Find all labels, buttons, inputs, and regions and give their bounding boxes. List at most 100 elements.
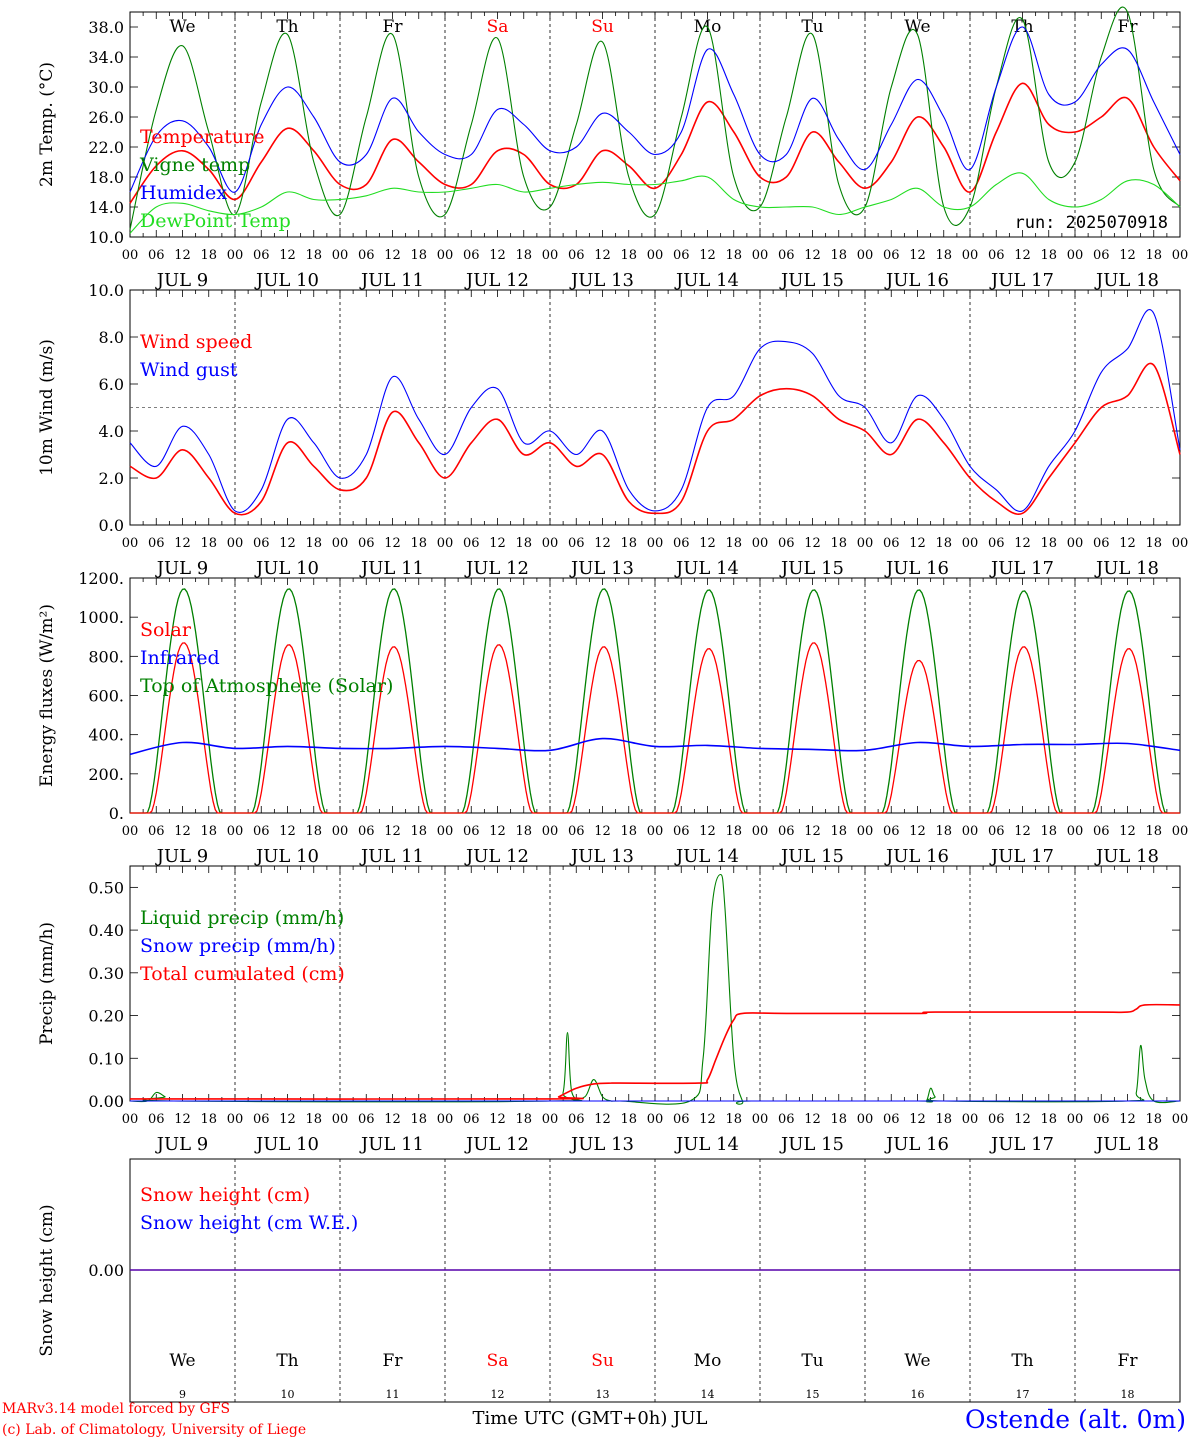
panel-precip: 0.00 0.10 0.20 0.30 0.40 0.50 Precip (mm/h) 00 0…: [37, 865, 1188, 1155]
y-tick-label: 1000.: [78, 608, 124, 627]
hour-label: 18: [620, 248, 637, 263]
series-group: [129, 309, 1181, 516]
date-label: JUL 13: [569, 1134, 634, 1155]
hour-label: 12: [699, 824, 716, 839]
panel-snow: 0.00 Snow height (cm) Snow height (cm) Snow…: [37, 1158, 1181, 1403]
date-label: JUL 17: [989, 558, 1054, 579]
hour-label: 00: [1172, 536, 1189, 551]
hour-label: 12: [1014, 536, 1031, 551]
hour-label: 06: [568, 1112, 585, 1127]
hour-label: 06: [1093, 1112, 1110, 1127]
hour-label: 12: [489, 248, 506, 263]
day-number-label: 9: [179, 1388, 186, 1401]
hour-label: 06: [253, 248, 270, 263]
legend-entry: Humidex: [140, 182, 227, 204]
hour-label: 12: [594, 824, 611, 839]
y-tick-label: 0.00: [88, 1092, 124, 1111]
y-axis-title: Precip (mm/h): [37, 922, 57, 1045]
date-label: JUL 13: [569, 270, 634, 291]
y-tick-label: 0.0: [99, 516, 124, 535]
y-tick-label: 4.0: [99, 422, 124, 441]
hour-label: 00: [1172, 824, 1189, 839]
date-label: JUL 9: [155, 1134, 209, 1155]
hour-label: 06: [568, 248, 585, 263]
hour-label: 18: [620, 1112, 637, 1127]
series-vigne-temp: [129, 6, 1181, 230]
hour-label: 00: [1067, 1112, 1084, 1127]
series-group: [129, 6, 1181, 234]
legend-entry: Wind speed: [140, 331, 252, 353]
legend-entry: Wind gust: [140, 359, 238, 381]
hour-label: 12: [384, 1112, 401, 1127]
y-axis-title: 2m Temp. (°C): [37, 62, 57, 187]
y-tick-label: 0.: [109, 804, 124, 823]
date-label: JUL 16: [884, 558, 949, 579]
series-humidex: [129, 26, 1181, 193]
hour-label: 06: [568, 536, 585, 551]
date-label: JUL 11: [359, 558, 424, 579]
y-axis-title: 10m Wind (m/s): [37, 339, 57, 476]
weekday-label: Sa: [487, 17, 509, 37]
hour-label: 00: [647, 248, 664, 263]
day-number-label: 15: [806, 1388, 820, 1401]
hour-label: 00: [1172, 248, 1189, 263]
hour-label: 00: [122, 824, 139, 839]
hour-label: 12: [384, 536, 401, 551]
date-label: JUL 12: [464, 558, 529, 579]
weekday-label: Mo: [694, 1351, 722, 1371]
day-number-label: 11: [386, 1388, 400, 1401]
hour-label: 00: [647, 536, 664, 551]
hour-label: 18: [515, 1112, 532, 1127]
date-label: JUL 18: [1094, 270, 1159, 291]
station-label: Ostende (alt. 0m): [965, 1405, 1186, 1434]
hour-label: 12: [909, 824, 926, 839]
hour-label: 18: [725, 248, 742, 263]
hour-label: 12: [909, 536, 926, 551]
hour-label: 18: [1040, 536, 1057, 551]
hour-label: 12: [804, 824, 821, 839]
hour-label: 06: [883, 824, 900, 839]
hour-label: 18: [1040, 1112, 1057, 1127]
hour-label: 12: [174, 824, 191, 839]
weekday-label: Fr: [383, 17, 404, 37]
date-label: JUL 15: [779, 270, 844, 291]
date-label: JUL 18: [1094, 1134, 1159, 1155]
hour-label: 00: [647, 1112, 664, 1127]
day-number-label: 17: [1016, 1388, 1030, 1401]
hour-label: 06: [148, 824, 165, 839]
legend-entry: Vigne temp: [139, 154, 250, 176]
date-label: JUL 18: [1094, 846, 1159, 867]
y-tick-label: 2.0: [99, 469, 124, 488]
y-tick-label: 0.50: [88, 878, 124, 897]
hour-label: 18: [410, 248, 427, 263]
date-label: JUL 10: [254, 558, 319, 579]
y-tick-label: 6.0: [99, 375, 124, 394]
legend-entry: Solar: [140, 619, 192, 641]
hour-label: 12: [279, 824, 296, 839]
hour-label: 12: [279, 1112, 296, 1127]
hour-label: 00: [962, 536, 979, 551]
hour-label: 00: [437, 1112, 454, 1127]
legend-entry: Snow height (cm): [140, 1184, 310, 1206]
y-tick-label: 10.0: [88, 228, 124, 247]
hour-label: 18: [1145, 1112, 1162, 1127]
hour-label: 06: [1093, 536, 1110, 551]
hour-label: 18: [200, 824, 217, 839]
legend-entry: Liquid precip (mm/h): [140, 907, 344, 929]
day-number-label: 14: [701, 1388, 715, 1401]
hour-label: 00: [647, 824, 664, 839]
hour-label: 06: [148, 536, 165, 551]
hour-label: 18: [725, 536, 742, 551]
hour-label: 00: [542, 824, 559, 839]
date-label: JUL 17: [989, 270, 1054, 291]
hour-label: 18: [830, 824, 847, 839]
hour-label: 06: [778, 248, 795, 263]
date-label: JUL 14: [674, 1134, 739, 1155]
date-label: JUL 9: [155, 558, 209, 579]
y-tick-label: 8.0: [99, 328, 124, 347]
y-tick-label: 22.0: [88, 138, 124, 157]
hour-label: 06: [358, 824, 375, 839]
y-tick-label: 38.0: [88, 18, 124, 37]
hour-label: 18: [830, 248, 847, 263]
weekday-label: Fr: [383, 1351, 404, 1371]
